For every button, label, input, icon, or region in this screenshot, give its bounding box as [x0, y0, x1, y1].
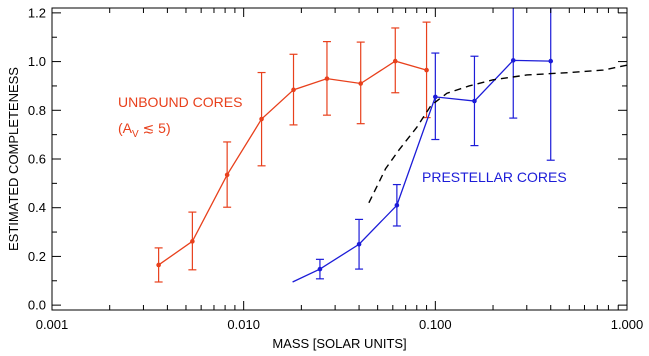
series-line — [292, 59, 551, 283]
series-0 — [154, 21, 431, 283]
y-tick-label: 0.8 — [28, 103, 46, 118]
data-point — [156, 262, 161, 268]
x-tick-label: 0.001 — [36, 317, 69, 332]
series-line — [368, 64, 628, 204]
data-point — [291, 87, 296, 93]
plot-marks — [154, 8, 628, 283]
data-point — [358, 81, 364, 86]
data-point — [510, 58, 516, 63]
y-axis-title: ESTIMATED COMPLETENESS — [6, 67, 21, 251]
annotation-prestellar-cores: PRESTELLAR CORES — [422, 169, 567, 185]
x-tick-label: 0.100 — [419, 317, 452, 332]
data-point — [224, 172, 230, 178]
series-2 — [368, 64, 628, 204]
y-tick-label: 1.0 — [28, 54, 46, 69]
data-point — [433, 94, 438, 100]
x-tick-label: 0.010 — [227, 317, 260, 332]
y-tick-label: 0.2 — [28, 249, 46, 264]
y-tick-label: 0.4 — [28, 200, 46, 215]
av-label-open: (A — [118, 120, 133, 136]
data-point — [548, 58, 554, 64]
x-tick-label: 1.000 — [611, 317, 644, 332]
data-point — [392, 58, 398, 64]
x-axis-title: MASS [SOLAR UNITS] — [272, 336, 406, 351]
data-point — [472, 98, 477, 104]
axes: 0.0 0.2 0.4 0.6 0.8 1.0 1.2 0.001 0.010 0.100 1.00… — [28, 5, 643, 332]
data-point — [317, 266, 323, 272]
series-1 — [292, 8, 555, 283]
data-point — [190, 239, 195, 244]
annotation-av-limit: (AV ≲ 5) — [118, 120, 171, 140]
av-label-rest: ≲ 5) — [139, 120, 171, 136]
data-point — [424, 67, 429, 73]
y-tick-label: 0.6 — [28, 152, 46, 167]
data-point — [259, 116, 264, 122]
annotation-unbound-cores: UNBOUND CORES — [118, 94, 242, 110]
y-tick-label: 0.0 — [28, 298, 46, 313]
data-point — [356, 241, 362, 247]
y-tick-label: 1.2 — [28, 5, 46, 20]
data-point — [394, 202, 400, 208]
data-point — [324, 76, 330, 81]
av-label-subscript: V — [132, 129, 139, 140]
plot-frame — [51, 7, 628, 311]
